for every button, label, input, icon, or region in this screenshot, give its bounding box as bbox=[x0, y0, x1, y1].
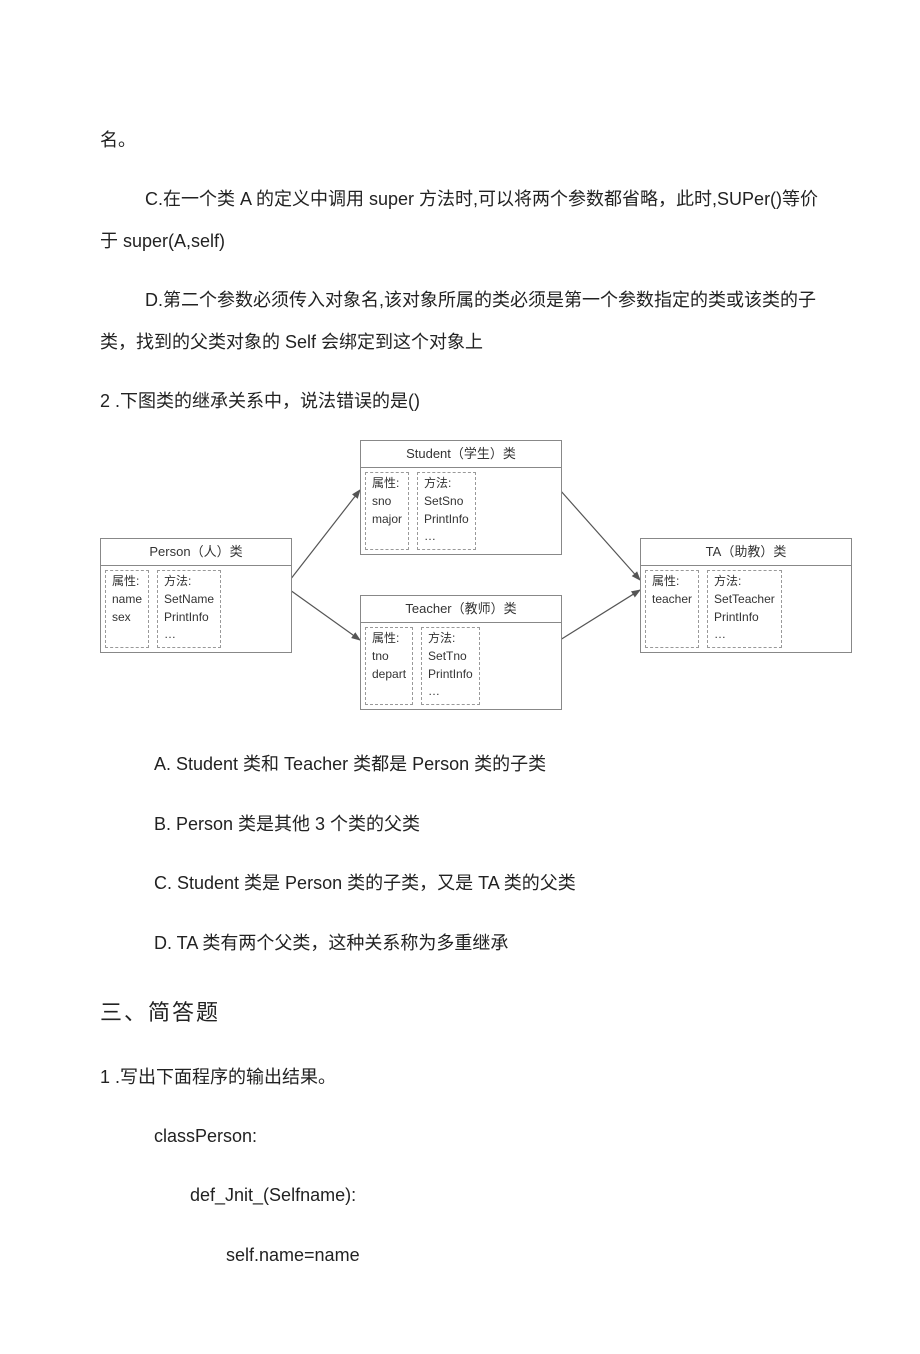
option-c: C.在一个类 A 的定义中调用 super 方法时,可以将两个参数都省略，此时,… bbox=[100, 179, 820, 262]
class-title: Teacher（教师）类 bbox=[361, 596, 561, 623]
meth-label: 方法: bbox=[424, 475, 469, 492]
class-student: Student（学生）类 属性: sno major 方法: SetSno Pr… bbox=[360, 440, 562, 555]
attr-label: 属性: bbox=[112, 573, 142, 590]
attr-col: 属性: name sex bbox=[105, 570, 149, 649]
attr-label: 属性: bbox=[372, 475, 402, 492]
question-3: 1 .写出下面程序的输出结果。 bbox=[100, 1057, 820, 1098]
inheritance-diagram: Person（人）类 属性: name sex 方法: SetName Prin… bbox=[100, 440, 860, 720]
attr-item: sno bbox=[372, 493, 402, 510]
q2-option-b: B. Person 类是其他 3 个类的父类 bbox=[100, 804, 820, 845]
section-title: 三、简答题 bbox=[100, 988, 820, 1039]
meth-col: 方法: SetSno PrintInfo … bbox=[417, 472, 476, 551]
meth-item: SetName bbox=[164, 591, 214, 608]
meth-item: … bbox=[424, 528, 469, 545]
meth-item: SetTno bbox=[428, 648, 473, 665]
code-line: classPerson: bbox=[100, 1116, 820, 1157]
meth-label: 方法: bbox=[164, 573, 214, 590]
attr-col: 属性: sno major bbox=[365, 472, 409, 551]
trailing-line: 名。 bbox=[100, 120, 820, 161]
class-title: TA（助教）类 bbox=[641, 539, 851, 566]
attr-col: 属性: teacher bbox=[645, 570, 699, 649]
question-2: 2 .下图类的继承关系中，说法错误的是() bbox=[100, 381, 820, 422]
meth-item: … bbox=[164, 626, 214, 643]
meth-item: PrintInfo bbox=[714, 609, 775, 626]
attr-item: sex bbox=[112, 609, 142, 626]
class-person: Person（人）类 属性: name sex 方法: SetName Prin… bbox=[100, 538, 292, 653]
meth-label: 方法: bbox=[714, 573, 775, 590]
attr-label: 属性: bbox=[372, 630, 406, 647]
class-ta: TA（助教）类 属性: teacher 方法: SetTeacher Print… bbox=[640, 538, 852, 653]
q2-option-c: C. Student 类是 Person 类的子类，又是 TA 类的父类 bbox=[100, 863, 820, 904]
meth-item: SetSno bbox=[424, 493, 469, 510]
meth-item: PrintInfo bbox=[164, 609, 214, 626]
meth-col: 方法: SetTno PrintInfo … bbox=[421, 627, 480, 706]
attr-item: depart bbox=[372, 666, 406, 683]
class-teacher: Teacher（教师）类 属性: tno depart 方法: SetTno P… bbox=[360, 595, 562, 710]
code-line: self.name=name bbox=[100, 1235, 820, 1276]
meth-item: PrintInfo bbox=[428, 666, 473, 683]
q2-option-d: D. TA 类有两个父类，这种关系称为多重继承 bbox=[100, 923, 820, 964]
attr-item: name bbox=[112, 591, 142, 608]
meth-item: … bbox=[714, 626, 775, 643]
attr-col: 属性: tno depart bbox=[365, 627, 413, 706]
meth-item: … bbox=[428, 683, 473, 700]
meth-label: 方法: bbox=[428, 630, 473, 647]
attr-item: tno bbox=[372, 648, 406, 665]
meth-item: PrintInfo bbox=[424, 511, 469, 528]
attr-item: major bbox=[372, 511, 402, 528]
page: 名。 C.在一个类 A 的定义中调用 super 方法时,可以将两个参数都省略，… bbox=[0, 0, 920, 1354]
q2-option-a: A. Student 类和 Teacher 类都是 Person 类的子类 bbox=[100, 744, 820, 785]
meth-item: SetTeacher bbox=[714, 591, 775, 608]
code-line: def_Jnit_(Selfname): bbox=[100, 1175, 820, 1216]
meth-col: 方法: SetName PrintInfo … bbox=[157, 570, 221, 649]
attr-item: teacher bbox=[652, 591, 692, 608]
class-title: Student（学生）类 bbox=[361, 441, 561, 468]
option-d: D.第二个参数必须传入对象名,该对象所属的类必须是第一个参数指定的类或该类的子类… bbox=[100, 280, 820, 363]
meth-col: 方法: SetTeacher PrintInfo … bbox=[707, 570, 782, 649]
class-title: Person（人）类 bbox=[101, 539, 291, 566]
attr-label: 属性: bbox=[652, 573, 692, 590]
